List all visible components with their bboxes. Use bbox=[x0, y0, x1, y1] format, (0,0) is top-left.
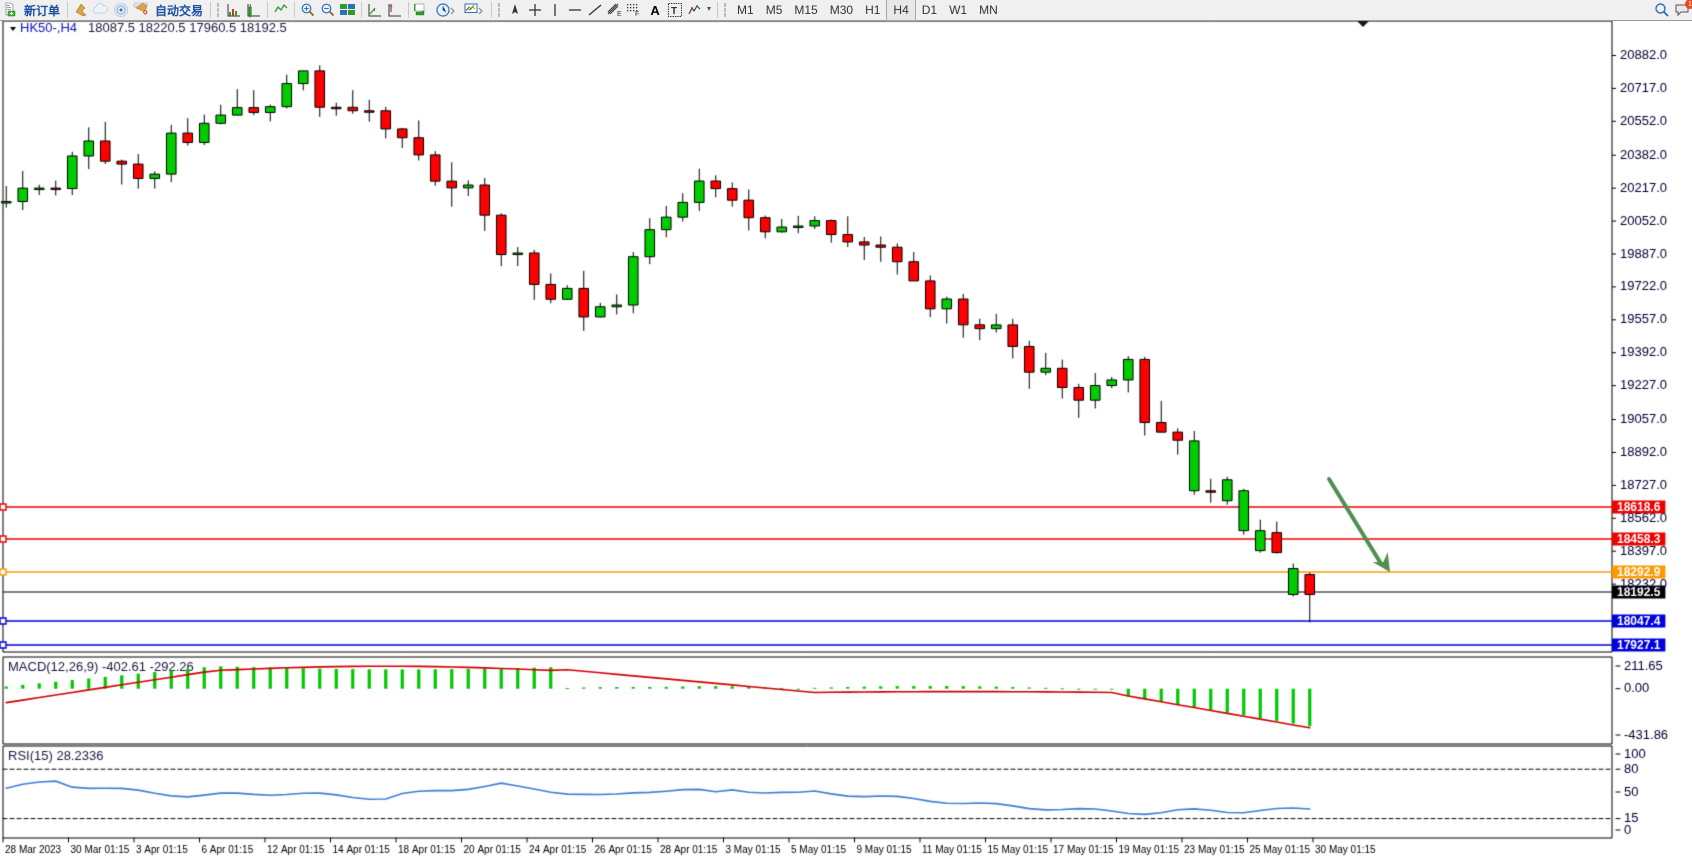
svg-text:E: E bbox=[617, 11, 622, 18]
svg-text:T: T bbox=[671, 6, 677, 17]
svg-text:F: F bbox=[635, 11, 639, 18]
